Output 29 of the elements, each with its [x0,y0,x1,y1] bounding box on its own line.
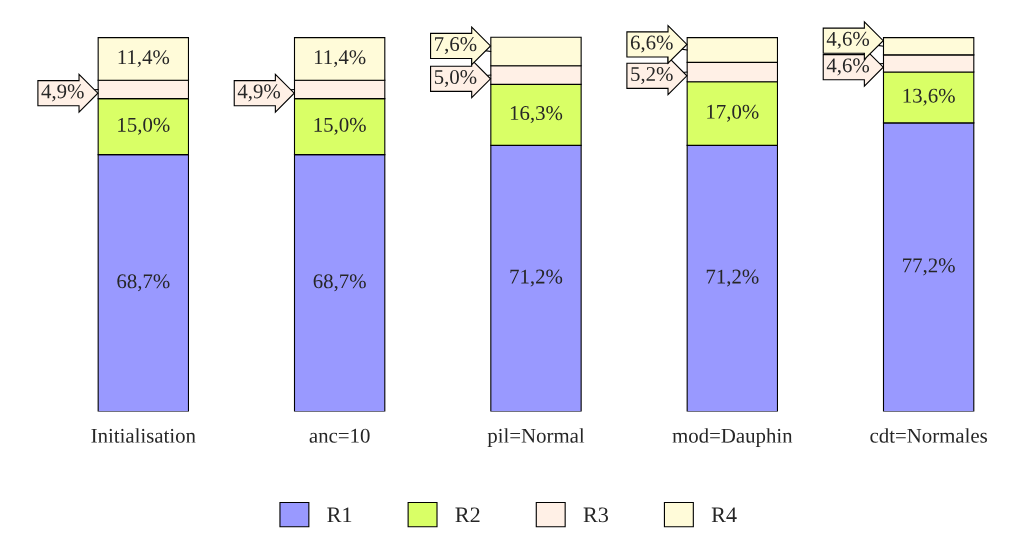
data-label: 15,0% [314,117,366,135]
data-label: 11,4% [314,50,366,68]
data-label: 17,0% [707,104,759,122]
legend-label: R2 [455,507,480,523]
data-label: 68,7% [313,274,366,292]
data-label: 4,9% [237,84,281,102]
x-tick-label: Initialisation [91,428,196,443]
data-label: 13,6% [903,88,955,106]
data-label: 68,7% [117,274,170,292]
x-tick-label: pil=Normal [487,428,585,448]
data-label: 15,0% [118,117,170,135]
data-label: 11,4% [118,50,170,68]
data-label: 4,6% [826,31,870,49]
data-label: 4,9% [41,84,84,102]
data-label: 5,2% [631,66,673,85]
data-label: 16,3% [510,106,563,124]
data-label: 71,2% [706,269,759,287]
x-tick-label: cdt=Normales [870,428,987,443]
data-label: 77,2% [903,258,955,276]
x-tick-label: anc=10 [309,428,370,443]
data-label: 5,0% [434,69,477,87]
legend-label: R4 [711,507,737,523]
data-label: 6,6% [630,35,673,53]
data-label: 7,6% [435,37,477,55]
data-label: 71,2% [510,269,563,287]
legend-label: R3 [583,507,609,523]
legend-label: R1 [327,507,352,523]
x-tick-label: mod=Dauphin [672,428,793,448]
data-label: 4,6% [826,58,870,76]
